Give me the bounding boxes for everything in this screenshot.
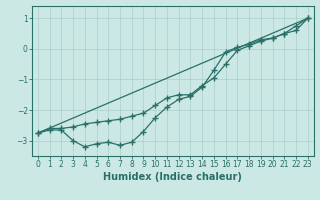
X-axis label: Humidex (Indice chaleur): Humidex (Indice chaleur) <box>103 172 242 182</box>
